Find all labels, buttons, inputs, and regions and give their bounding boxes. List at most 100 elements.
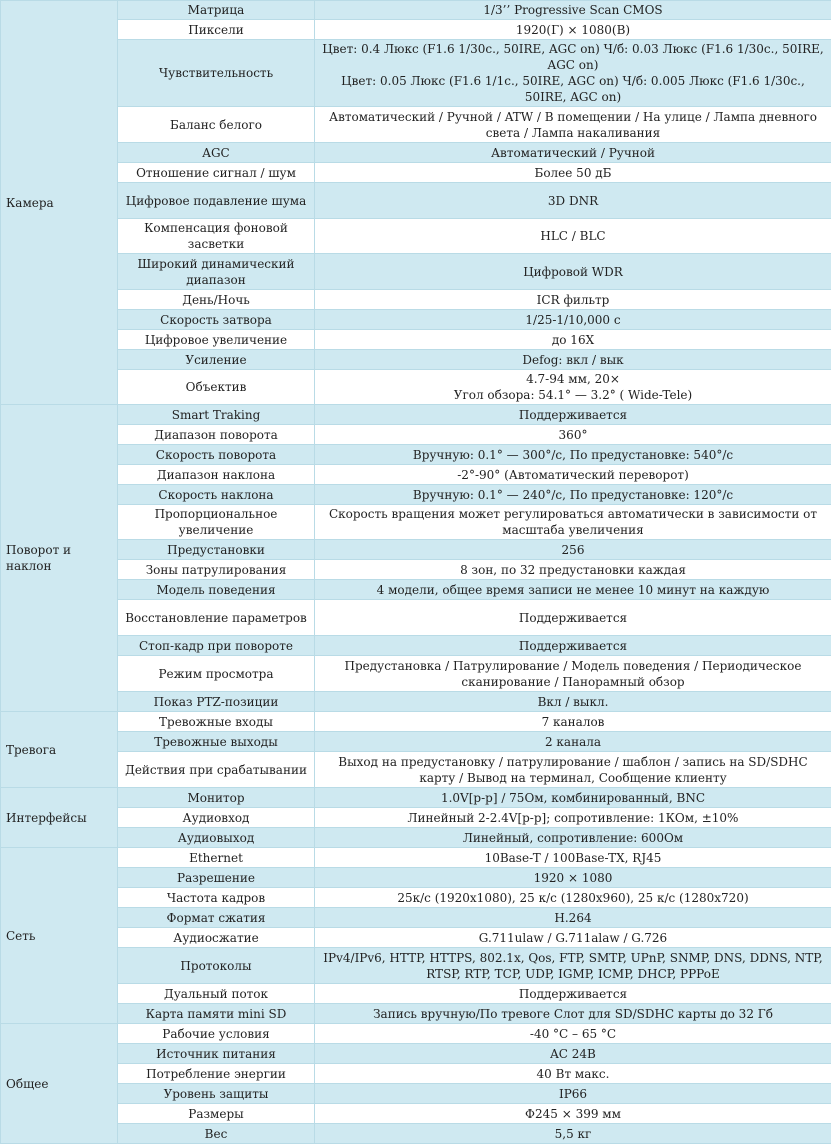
value-cell: 1/25-1/10,000 с <box>315 310 831 330</box>
value-cell: Автоматический / Ручной / ATW / В помеще… <box>315 107 831 143</box>
parameter-cell: Тревожные входы <box>118 712 315 732</box>
parameter-cell: Восстановление параметров <box>118 600 315 636</box>
value-cell: 7 каналов <box>315 712 831 732</box>
value-cell: G.711ulaw / G.711alaw / G.726 <box>315 928 831 948</box>
parameter-cell: Матрица <box>118 1 315 20</box>
category-cell: Сеть <box>1 848 118 1024</box>
value-cell: Поддерживается <box>315 984 831 1004</box>
value-cell: 360° <box>315 425 831 445</box>
value-cell: Цвет: 0.4 Люкс (F1.6 1/30с., 50IRE, AGC … <box>315 40 831 107</box>
parameter-cell: Скорость поворота <box>118 445 315 465</box>
value-cell: 4 модели, общее время записи не менее 10… <box>315 580 831 600</box>
value-cell: AC 24В <box>315 1044 831 1064</box>
parameter-cell: Размеры <box>118 1104 315 1124</box>
parameter-cell: Разрешение <box>118 868 315 888</box>
parameter-cell: Потребление энергии <box>118 1064 315 1084</box>
parameter-cell: Компенсация фоновой засветки <box>118 219 315 254</box>
parameter-cell: Цифровое подавление шума <box>118 183 315 219</box>
parameter-cell: Зоны патрулирования <box>118 560 315 580</box>
parameter-cell: Пиксели <box>118 20 315 40</box>
value-cell: 1/3’’ Progressive Scan CMOS <box>315 1 831 20</box>
parameter-cell: Smart Traking <box>118 405 315 425</box>
spec-row: Диапазон наклона-2°-90° (Автоматический … <box>1 465 831 485</box>
value-cell: Цифровой WDR <box>315 254 831 290</box>
value-cell: -40 °C – 65 °C <box>315 1024 831 1044</box>
parameter-cell: Скорость затвора <box>118 310 315 330</box>
parameter-cell: Стоп-кадр при повороте <box>118 636 315 656</box>
value-cell: H.264 <box>315 908 831 928</box>
value-cell: ICR фильтр <box>315 290 831 310</box>
value-cell: IPv4/IPv6, HTTP, HTTPS, 802.1x, Qos, FTP… <box>315 948 831 984</box>
parameter-cell: Баланс белого <box>118 107 315 143</box>
parameter-cell: AGC <box>118 143 315 163</box>
parameter-cell: Режим просмотра <box>118 656 315 692</box>
category-cell: Общее <box>1 1024 118 1144</box>
value-cell: 1.0V[p-p] / 75Ом, комбинированный, BNC <box>315 788 831 808</box>
value-cell: Линейный, сопротивление: 600Ом <box>315 828 831 848</box>
parameter-cell: Частота кадров <box>118 888 315 908</box>
value-cell: 3D DNR <box>315 183 831 219</box>
value-cell: Вкл / выкл. <box>315 692 831 712</box>
parameter-cell: Диапазон наклона <box>118 465 315 485</box>
parameter-cell: Пропорциональное увеличение <box>118 505 315 540</box>
parameter-cell: Рабочие условия <box>118 1024 315 1044</box>
parameter-cell: Уровень защиты <box>118 1084 315 1104</box>
value-cell: Автоматический / Ручной <box>315 143 831 163</box>
parameter-cell: Чувствительность <box>118 40 315 107</box>
parameter-cell: Аудиовыход <box>118 828 315 848</box>
category-cell: Интерфейсы <box>1 788 118 848</box>
value-cell: Запись вручную/По тревоге Слот для SD/SD… <box>315 1004 831 1024</box>
parameter-cell: Объектив <box>118 370 315 405</box>
value-cell: 1920 × 1080 <box>315 868 831 888</box>
value-cell: 10Base-T / 100Base-TX, RJ45 <box>315 848 831 868</box>
parameter-cell: Действия при срабатывании <box>118 752 315 788</box>
value-cell: 8 зон, по 32 предустановки каждая <box>315 560 831 580</box>
value-cell: Скорость вращения может регулироваться а… <box>315 505 831 540</box>
parameter-cell: Вес <box>118 1124 315 1144</box>
parameter-cell: Аудиосжатие <box>118 928 315 948</box>
value-cell: Линейный 2-2.4V[p-p]; сопротивление: 1КО… <box>315 808 831 828</box>
value-cell: 1920(Г) × 1080(В) <box>315 20 831 40</box>
value-cell: HLC / BLC <box>315 219 831 254</box>
category-cell: Тревога <box>1 712 118 788</box>
value-cell: IP66 <box>315 1084 831 1104</box>
value-cell: Более 50 дБ <box>315 163 831 183</box>
value-cell: Выход на предустановку / патрулирование … <box>315 752 831 788</box>
